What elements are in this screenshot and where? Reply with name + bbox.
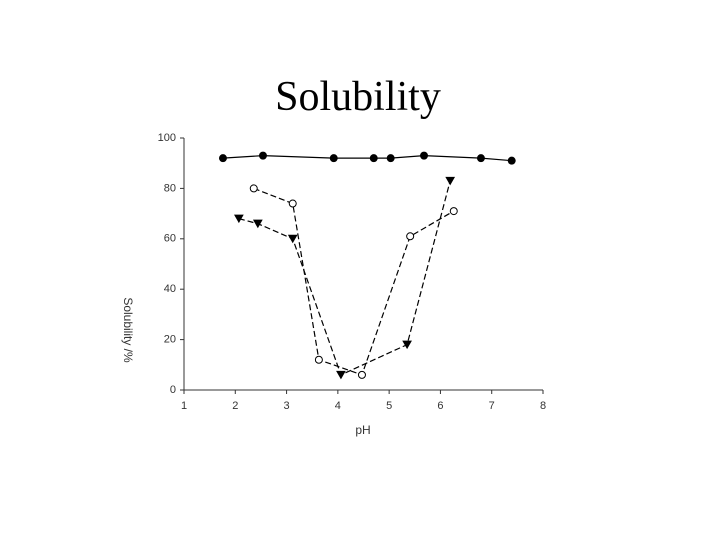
y-tick-label: 100 [158, 132, 176, 144]
x-axis-label: pH [355, 423, 370, 437]
point [386, 154, 395, 163]
x-tick-label: 2 [232, 400, 238, 412]
y-axis-label: Solubility /% [121, 297, 135, 363]
y-tick-label: 20 [164, 334, 176, 346]
point [420, 151, 429, 160]
point [369, 154, 378, 163]
point [288, 199, 297, 208]
point [329, 154, 338, 163]
series-line [238, 180, 451, 376]
point [402, 340, 412, 350]
x-tick-label: 8 [540, 400, 546, 412]
chart-title: Solubility [275, 74, 441, 120]
series-line [222, 155, 512, 162]
x-tick-label: 1 [181, 400, 187, 412]
x-tick-label: 5 [386, 400, 392, 412]
point [287, 234, 298, 244]
series-line [253, 187, 455, 376]
point [249, 184, 258, 193]
x-tick-label: 7 [489, 400, 495, 412]
y-tick-label: 0 [170, 384, 176, 396]
point [234, 214, 244, 224]
point [258, 151, 267, 160]
y-tick-label: 60 [164, 233, 176, 245]
x-tick-label: 3 [284, 400, 290, 412]
y-tick-label: 40 [164, 283, 176, 295]
x-tick-label: 6 [437, 400, 443, 412]
x-tick-label: 4 [335, 400, 341, 412]
point [314, 355, 323, 364]
y-tick-label: 80 [164, 182, 176, 194]
point [252, 219, 263, 229]
point [507, 156, 516, 165]
point [445, 176, 456, 186]
point [218, 154, 227, 163]
point [336, 370, 346, 380]
point [357, 370, 366, 379]
point [449, 207, 458, 216]
point [476, 154, 485, 163]
point [406, 232, 415, 241]
